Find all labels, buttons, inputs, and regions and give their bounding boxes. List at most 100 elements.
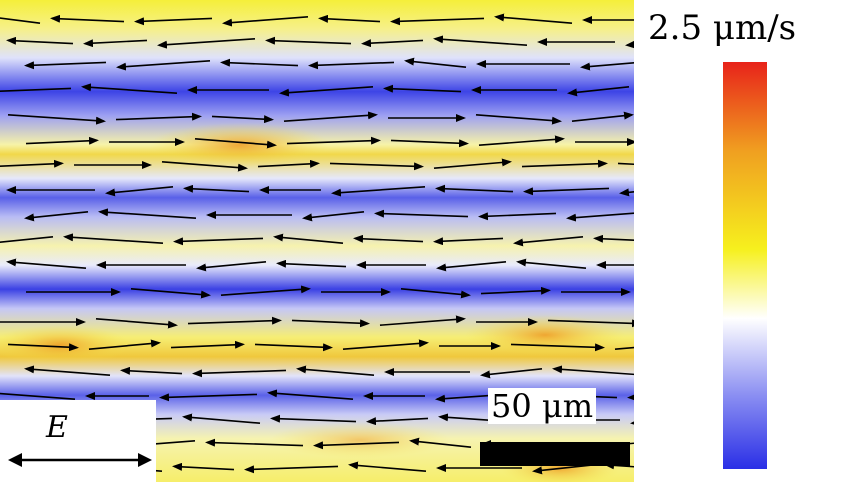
streamline [409,437,472,448]
streamline [120,366,183,375]
streamline [279,86,374,97]
streamline [404,57,467,68]
streamline [6,36,74,45]
streamline [435,184,514,193]
streamline [614,346,634,350]
streamline [433,158,512,169]
streamline [211,115,274,124]
streamline [379,315,466,326]
streamline [390,139,469,148]
streamline [172,462,235,471]
streamline [265,36,352,45]
streamline [7,343,79,352]
streamline [24,61,107,70]
streamline [161,161,248,172]
streamline [105,186,174,197]
streamline [552,365,634,376]
streamline [374,209,469,218]
streamline [205,438,304,447]
streamline [313,441,400,450]
streamline [220,58,299,67]
streamline [523,187,610,196]
streamline [0,159,64,168]
streamline [510,343,605,352]
streamline [276,259,347,268]
scalebar-label: 50 μm [488,388,597,424]
streamline [6,258,87,269]
scalebar-bar [480,442,630,466]
streamline [318,14,381,23]
streamline [593,234,634,243]
streamline [480,368,543,379]
streamline [566,212,634,222]
streamline [173,237,264,246]
streamline [63,233,164,244]
streamline [157,38,256,49]
streamline [88,339,161,350]
streamline [494,13,573,24]
streamline [478,212,557,221]
streamline [348,461,427,472]
streamline [81,83,178,94]
streamline [116,60,211,71]
streamline [436,261,507,272]
streamline [342,339,429,350]
streamline [521,159,608,168]
streamline [0,236,54,243]
streamline [192,369,287,378]
streamline [130,288,211,299]
streamline [291,319,370,328]
streamline [183,184,250,193]
streamline [547,319,634,328]
streamline [270,414,357,423]
streamline [24,211,89,222]
streamline [220,285,311,296]
streamline [83,39,148,48]
streamline [222,16,309,27]
streamline [480,286,551,295]
streamline [196,261,267,272]
streamline [353,234,424,243]
streamline [244,465,339,474]
streamline [273,233,344,244]
streamline [283,111,378,122]
colorbar-max-label: 2.5 μm/s [648,8,797,48]
streamline [98,208,197,219]
streamline [571,111,634,122]
streamline [400,288,471,299]
streamline [361,39,424,48]
streamline [95,318,178,329]
streamline [329,162,424,171]
streamline [134,17,213,26]
streamline [257,159,320,168]
streamline [617,162,634,166]
streamline [308,61,395,70]
colorbar [723,62,767,469]
streamline [433,237,504,246]
streamline [580,62,634,71]
streamline [182,413,261,424]
streamline [516,258,587,269]
streamline [115,112,202,121]
streamline [50,14,125,23]
streamline [170,340,245,349]
field-label: E [46,410,68,445]
streamline [383,84,462,93]
streamline [24,365,111,376]
streamline [619,188,634,197]
field-double-arrow-icon [8,453,152,467]
field-direction-box [0,400,156,482]
streamline [194,138,277,149]
streamline [267,389,354,400]
streamline [366,417,429,426]
streamline [567,86,630,97]
streamline [513,236,584,247]
streamline [475,114,562,125]
streamline [286,136,381,145]
streamline [331,186,426,197]
streamline [7,114,106,125]
streamline [0,17,41,24]
streamline [0,87,72,93]
streamline [0,392,76,400]
streamline [433,35,528,46]
